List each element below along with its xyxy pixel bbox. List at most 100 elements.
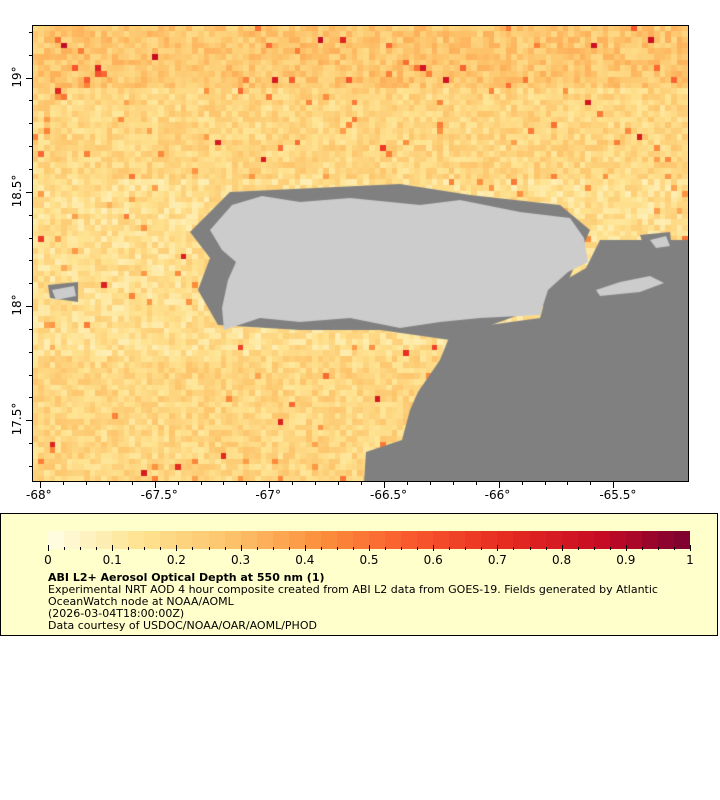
lon-tick-label: -66°	[484, 488, 511, 502]
colorbar-block	[256, 531, 274, 549]
colorbar-block	[481, 531, 498, 549]
colorbar-tick-label: 0.1	[102, 553, 122, 567]
colorbar-block	[369, 531, 386, 549]
colorbar-tick	[433, 545, 435, 551]
colorbar-tick	[513, 547, 515, 550]
colorbar-tick	[320, 547, 322, 550]
colorbar-tick	[497, 545, 499, 551]
colorbar-tick	[625, 545, 627, 551]
legend-title: ABI L2+ Aerosol Optical Depth at 550 nm …	[48, 571, 325, 584]
colorbar-block	[561, 531, 579, 549]
colorbar-tick	[609, 547, 611, 550]
lon-tick	[384, 482, 385, 488]
colorbar-tick-label: 1	[686, 553, 694, 567]
colorbar-tick	[449, 547, 451, 550]
colorbar-tick	[192, 547, 194, 550]
lat-minor-tick	[29, 374, 32, 376]
legend-time: (2026-03-04T18:00:00Z)	[48, 607, 185, 620]
lon-minor-tick	[613, 482, 615, 485]
colorbar-tick	[112, 545, 114, 551]
lat-minor-tick	[29, 54, 32, 56]
colorbar-block	[673, 531, 691, 549]
aod-map	[32, 25, 689, 482]
colorbar-tick	[529, 547, 531, 550]
lat-minor-tick	[29, 328, 32, 330]
colorbar-block	[417, 531, 434, 549]
colorbar-block	[641, 531, 659, 549]
colorbar-block	[80, 531, 97, 549]
legend-panel: 0 0.1 0.2 0.3 0.4 0.5 0.6 0.7 0.8 0.9 1 ABI L2+ Ae…	[0, 513, 718, 636]
colorbar-tick-label: 0.6	[423, 553, 443, 567]
lon-tick	[40, 482, 42, 488]
colorbar-block	[465, 531, 482, 549]
colorbar-block	[593, 531, 611, 549]
lon-minor-tick	[269, 482, 271, 485]
lon-tick-label: -68°	[26, 488, 52, 502]
colorbar-block	[48, 531, 65, 549]
lat-minor-tick	[29, 397, 32, 399]
colorbar-tick-label: 0.2	[166, 553, 186, 567]
colorbar-block	[401, 531, 418, 549]
lon-minor-tick	[154, 482, 156, 485]
colorbar-block	[449, 531, 466, 549]
lon-minor-tick	[498, 482, 500, 485]
colorbar-tick	[577, 547, 579, 550]
colorbar-tick	[673, 547, 675, 550]
colorbar-block	[513, 531, 530, 549]
colorbar-tick	[272, 547, 274, 550]
lat-minor-tick	[29, 146, 32, 148]
lon-tick	[613, 482, 615, 488]
lat-minor-tick	[29, 466, 32, 467]
lat-minor-tick	[29, 100, 32, 102]
colorbar-tick	[593, 547, 595, 550]
lon-minor-tick	[475, 482, 477, 485]
lat-minor-tick	[29, 283, 32, 285]
colorbar-block	[336, 531, 354, 549]
lon-tick-label: -67°	[255, 488, 281, 502]
colorbar-tick	[80, 547, 82, 550]
lat-minor-tick	[29, 443, 32, 445]
colorbar-block	[160, 531, 177, 549]
colorbar-block	[577, 531, 595, 549]
lon-minor-tick	[338, 482, 340, 485]
colorbar-block	[176, 531, 193, 549]
colorbar-block	[240, 531, 258, 549]
colorbar-tick-label: 0.5	[359, 553, 379, 567]
colorbar-tick	[401, 547, 403, 550]
colorbar-block	[224, 531, 242, 549]
colorbar-tick	[144, 547, 146, 550]
colorbar-block	[208, 531, 226, 549]
colorbar-tick	[545, 547, 547, 550]
colorbar-tick	[48, 545, 49, 551]
lat-minor-tick	[29, 168, 32, 170]
lat-minor-tick	[29, 31, 32, 33]
colorbar-tick	[369, 545, 370, 551]
lat-minor-tick	[26, 306, 32, 308]
lon-minor-tick	[62, 482, 64, 485]
colorbar-block	[128, 531, 145, 549]
lon-tick-label: -65.5°	[599, 488, 637, 502]
colorbar-tick	[561, 545, 563, 551]
colorbar-block	[304, 531, 322, 549]
colorbar-tick	[385, 547, 387, 550]
colorbar-tick	[304, 545, 306, 551]
lon-minor-tick	[177, 482, 179, 485]
colorbar-block	[385, 531, 402, 549]
lon-minor-tick	[292, 482, 294, 485]
colorbar-tick	[128, 547, 130, 550]
colorbar-tick	[352, 547, 354, 550]
colorbar-block	[497, 531, 514, 549]
colorbar-block	[433, 531, 450, 549]
colorbar-tick-label: 0.9	[616, 553, 636, 567]
lon-tick	[269, 482, 271, 488]
colorbar-block	[657, 531, 675, 549]
lon-minor-tick	[567, 482, 569, 485]
colorbar-tick	[208, 547, 210, 550]
colorbar-tick	[288, 547, 290, 550]
lat-minor-tick	[29, 237, 32, 239]
lon-tick-label: -66.5°	[370, 488, 408, 502]
lat-tick-label: 19°	[10, 65, 24, 88]
lon-minor-tick	[246, 482, 248, 485]
colorbar-tick	[690, 545, 691, 551]
legend-description-1: Experimental NRT AOD 4 hour composite cr…	[48, 583, 658, 596]
